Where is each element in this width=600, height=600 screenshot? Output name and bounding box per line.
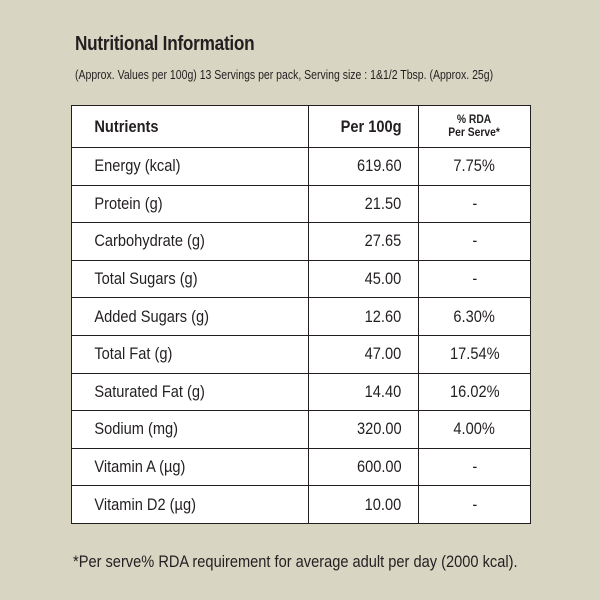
rda-value: 4.00%: [418, 410, 531, 449]
table-row: Sodium (mg) 320.00 4.00%: [71, 410, 531, 449]
per-100g-value: 600.00: [308, 447, 419, 487]
nutrient-name: Total Sugars (g): [71, 259, 309, 299]
nutrient-name: Saturated Fat (g): [71, 372, 309, 412]
rda-footnote: *Per serve% RDA requirement for average …: [73, 552, 518, 571]
table-row: Vitamin D2 (µg) 10.00 -: [71, 485, 531, 524]
header-per-100g: Per 100g: [308, 105, 419, 148]
per-100g-value: 45.00: [308, 259, 419, 299]
rda-value: 17.54%: [418, 334, 531, 374]
per-100g-value: 10.00: [308, 485, 419, 524]
per-100g-value: 47.00: [308, 334, 419, 374]
table-row: Protein (g) 21.50 -: [71, 184, 531, 224]
serving-info: (Approx. Values per 100g) 13 Servings pe…: [75, 68, 494, 82]
rda-value: -: [418, 222, 531, 261]
table-row: Total Fat (g) 47.00 17.54%: [71, 334, 531, 374]
rda-value: -: [418, 184, 531, 224]
header-nutrients: Nutrients: [71, 105, 309, 148]
panel-title: Nutritional Information: [75, 33, 255, 55]
rda-value: -: [418, 259, 531, 299]
per-100g-value: 619.60: [308, 147, 419, 186]
table-row: Energy (kcal) 619.60 7.75%: [71, 147, 531, 186]
per-100g-value: 14.40: [308, 372, 419, 412]
header-rda-line1: % RDA: [457, 111, 492, 126]
header-rda-line2: Per Serve*: [448, 124, 501, 139]
table-row: Vitamin A (µg) 600.00 -: [71, 447, 531, 487]
nutrient-name: Sodium (mg): [71, 410, 309, 449]
nutrient-name: Added Sugars (g): [71, 297, 309, 336]
rda-value: -: [418, 485, 531, 524]
table-row: Carbohydrate (g) 27.65 -: [71, 222, 531, 261]
rda-value: -: [418, 447, 531, 487]
nutrient-name: Vitamin A (µg): [71, 447, 309, 487]
per-100g-value: 21.50: [308, 184, 419, 224]
table-header-row: Nutrients Per 100g % RDA Per Serve*: [71, 105, 531, 148]
rda-value: 7.75%: [418, 147, 531, 186]
nutrient-name: Carbohydrate (g): [71, 222, 309, 261]
per-100g-value: 12.60: [308, 297, 419, 336]
per-100g-value: 27.65: [308, 222, 419, 261]
header-rda: % RDA Per Serve*: [418, 105, 531, 148]
rda-value: 6.30%: [418, 297, 531, 336]
table-row: Total Sugars (g) 45.00 -: [71, 259, 531, 299]
nutrition-table: Nutrients Per 100g % RDA Per Serve* Energ…: [71, 105, 531, 524]
nutrient-name: Protein (g): [71, 184, 309, 224]
nutrient-name: Total Fat (g): [71, 334, 309, 374]
nutrient-name: Vitamin D2 (µg): [71, 485, 309, 524]
rda-value: 16.02%: [418, 372, 531, 412]
per-100g-value: 320.00: [308, 410, 419, 449]
table-row: Saturated Fat (g) 14.40 16.02%: [71, 372, 531, 412]
nutrient-name: Energy (kcal): [71, 147, 309, 186]
table-row: Added Sugars (g) 12.60 6.30%: [71, 297, 531, 336]
